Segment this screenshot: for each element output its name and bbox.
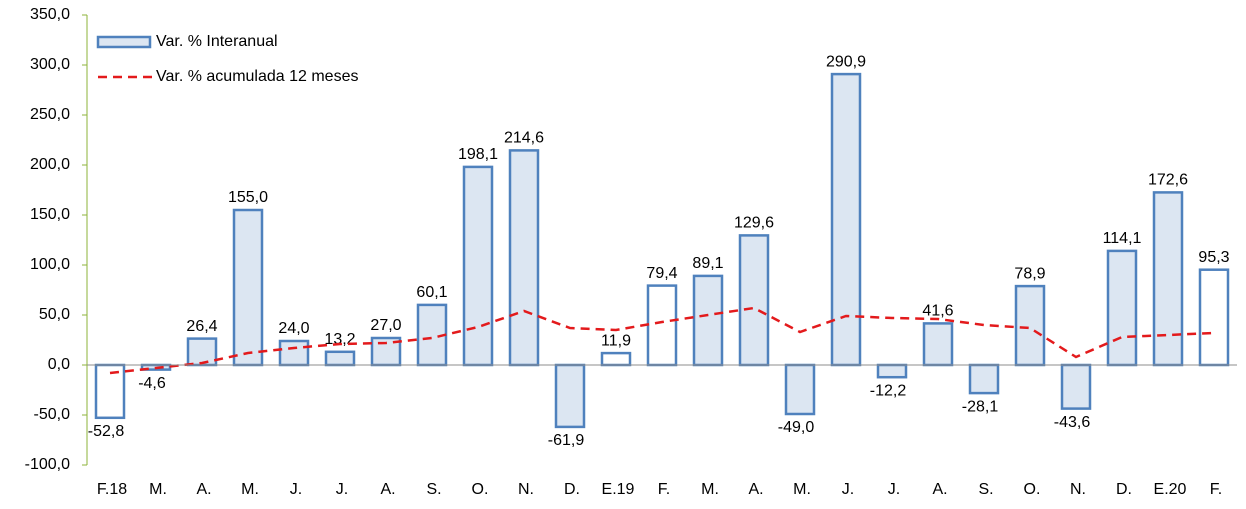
data-label: 198,1: [458, 146, 498, 163]
y-tick-label: 200,0: [30, 156, 70, 173]
data-label: -49,0: [778, 419, 815, 436]
bar: [968, 363, 1000, 395]
data-label: -61,9: [548, 432, 585, 449]
data-label: 11,9: [601, 332, 631, 349]
x-tick-label: O.: [1024, 481, 1041, 498]
bar: [646, 284, 678, 367]
bar: [1060, 363, 1092, 410]
bar: [1198, 268, 1230, 367]
legend-label: Var. % acumulada 12 meses: [156, 68, 358, 85]
y-tick-label: -50,0: [34, 406, 71, 423]
data-label: 89,1: [692, 255, 723, 272]
x-tick-label: N.: [518, 481, 534, 498]
bar: [186, 337, 218, 367]
data-label: 172,6: [1148, 172, 1188, 189]
bar: [876, 363, 908, 379]
x-tick-label: M.: [793, 481, 811, 498]
x-tick-label: J.: [290, 481, 302, 498]
data-label: 214,6: [504, 130, 544, 147]
x-tick-label: A.: [380, 481, 395, 498]
x-tick-label: O.: [472, 481, 489, 498]
data-label: -43,6: [1054, 414, 1091, 431]
data-label: 79,4: [646, 265, 677, 282]
y-tick-label: 100,0: [30, 256, 70, 273]
x-tick-label: M.: [241, 481, 259, 498]
bar: [738, 234, 770, 367]
data-label: -12,2: [870, 382, 907, 399]
line: [109, 306, 1215, 375]
bar: [922, 322, 954, 367]
data-label: 27,0: [370, 317, 401, 334]
x-tick-label: A.: [748, 481, 763, 498]
data-label: -52,8: [88, 423, 125, 440]
data-label: 78,9: [1014, 265, 1045, 282]
x-tick-label: M.: [149, 481, 167, 498]
bar: [692, 274, 724, 367]
x-tick-label: N.: [1070, 481, 1086, 498]
y-tick-label: 50,0: [39, 306, 70, 323]
data-label: -4,6: [138, 375, 166, 392]
x-tick-label: F.18: [97, 481, 127, 498]
legend-swatch: [96, 35, 152, 49]
y-tick-label: 350,0: [30, 6, 70, 23]
x-tick-label: F.: [1210, 481, 1222, 498]
bar: [600, 351, 632, 367]
data-label: 24,0: [278, 320, 309, 337]
y-tick-label: 0,0: [48, 356, 70, 373]
bar: [462, 165, 494, 367]
x-tick-label: S.: [426, 481, 441, 498]
data-label: 129,6: [734, 215, 774, 232]
data-label: 290,9: [826, 53, 866, 70]
data-label: 26,4: [186, 318, 217, 335]
x-tick-label: E.20: [1154, 481, 1187, 498]
y-tick-label: 150,0: [30, 206, 70, 223]
bar: [278, 339, 310, 367]
x-tick-label: A.: [932, 481, 947, 498]
bar: [324, 350, 356, 367]
x-tick-label: J.: [842, 481, 854, 498]
x-tick-label: J.: [888, 481, 900, 498]
data-label: 41,6: [922, 303, 953, 320]
x-tick-label: M.: [701, 481, 719, 498]
bar: [94, 363, 126, 420]
bar: [1014, 284, 1046, 367]
bar: [1152, 191, 1184, 367]
x-tick-label: D.: [564, 481, 580, 498]
x-tick-label: S.: [978, 481, 993, 498]
x-tick-label: F.: [658, 481, 670, 498]
bar: [1106, 249, 1138, 367]
bar: [232, 208, 264, 367]
data-label: 95,3: [1198, 249, 1229, 266]
y-tick-label: 300,0: [30, 56, 70, 73]
legend-label: Var. % Interanual: [156, 33, 278, 50]
x-tick-label: E.19: [602, 481, 635, 498]
data-label: 155,0: [228, 189, 268, 206]
bar: [784, 363, 816, 416]
bar: [508, 149, 540, 367]
bar: [554, 363, 586, 429]
bar: [830, 72, 862, 367]
x-tick-label: A.: [196, 481, 211, 498]
data-label: 13,2: [324, 331, 355, 348]
data-label: -28,1: [962, 398, 999, 415]
x-tick-label: J.: [336, 481, 348, 498]
y-tick-label: -100,0: [25, 456, 70, 473]
data-label: 60,1: [416, 284, 447, 301]
x-tick-label: D.: [1116, 481, 1132, 498]
data-label: 114,1: [1103, 230, 1142, 247]
y-tick-label: 250,0: [30, 106, 70, 123]
